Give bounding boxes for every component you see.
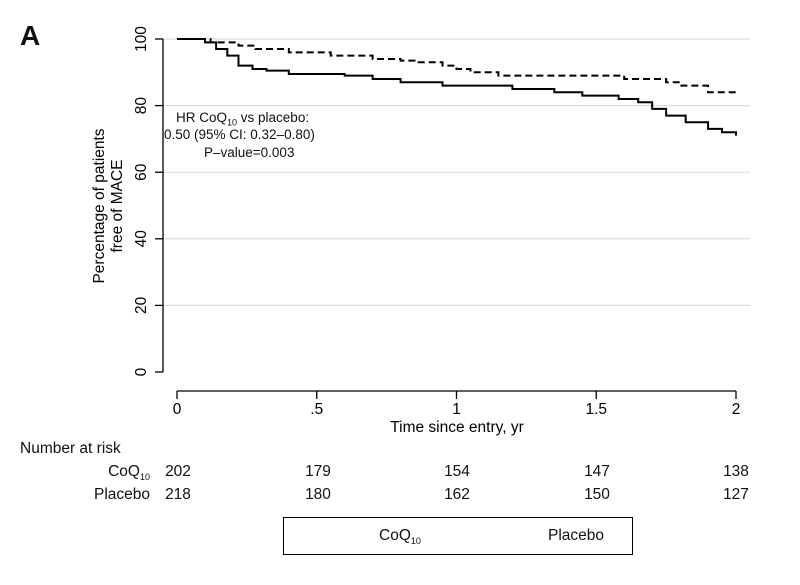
- legend: CoQ10 Placebo: [283, 517, 633, 555]
- x-tick-label: 1: [452, 401, 461, 418]
- hazard-ratio-annotation: HR CoQ10 vs placebo:: [176, 109, 309, 132]
- x-axis-title: Time since entry, yr: [390, 419, 524, 436]
- y-axis-title-line1: Percentage of patients: [91, 128, 108, 283]
- risk-label-sub: 10: [139, 472, 150, 483]
- hr-line1-sub: 10: [227, 117, 238, 128]
- risk-value: 179: [305, 463, 331, 480]
- p-value: P–value=0.003: [204, 145, 295, 160]
- x-tick-label: 0: [173, 401, 182, 418]
- legend-coq-text: CoQ: [379, 527, 411, 544]
- risk-value: 150: [584, 486, 610, 503]
- panel-label: A: [20, 20, 41, 51]
- risk-row-label-placebo: Placebo: [93, 486, 150, 503]
- hr-line1-prefix: HR CoQ: [176, 110, 228, 125]
- series-coq10-line: [177, 38, 736, 94]
- y-tick-label: 80: [133, 97, 150, 115]
- hr-line1-suffix: vs placebo:: [237, 110, 310, 125]
- grid-lines: [163, 38, 750, 306]
- x-tick-label: 1.5: [585, 401, 607, 418]
- y-tick-label: 0: [133, 367, 150, 376]
- y-tick-label: 100: [133, 26, 150, 52]
- risk-value: 127: [723, 486, 749, 503]
- axes: 0 20 40 60 80 100 0 .5 1 1.5 2 Time since entry, yr…: [91, 26, 740, 436]
- risk-value: 147: [584, 463, 610, 480]
- risk-value: 202: [165, 463, 191, 480]
- number-at-risk-header: Number at risk: [20, 440, 121, 457]
- y-tick-label: 40: [133, 230, 150, 248]
- risk-label-text: CoQ: [108, 463, 140, 480]
- x-tick-label: 2: [732, 401, 741, 418]
- y-tick-label: 60: [133, 163, 150, 181]
- legend-label-coq10: CoQ10: [379, 527, 421, 546]
- y-tick-label: 20: [133, 296, 150, 314]
- series-placebo-line: [177, 38, 737, 136]
- risk-value: 162: [444, 486, 470, 503]
- risk-value: 138: [723, 463, 749, 480]
- x-tick-label: .5: [310, 401, 323, 418]
- risk-value: 154: [444, 463, 470, 480]
- risk-value: 180: [305, 486, 331, 503]
- legend-coq-sub: 10: [410, 536, 421, 547]
- risk-row-label-coq10: CoQ10: [108, 463, 150, 482]
- risk-value: 218: [165, 486, 191, 503]
- y-axis-title-line2: free of MACE: [109, 159, 126, 252]
- series-lines: [177, 38, 737, 136]
- hazard-ratio-ci: 0.50 (95% CI: 0.32–0.80): [164, 127, 315, 142]
- legend-label-placebo: Placebo: [548, 527, 605, 544]
